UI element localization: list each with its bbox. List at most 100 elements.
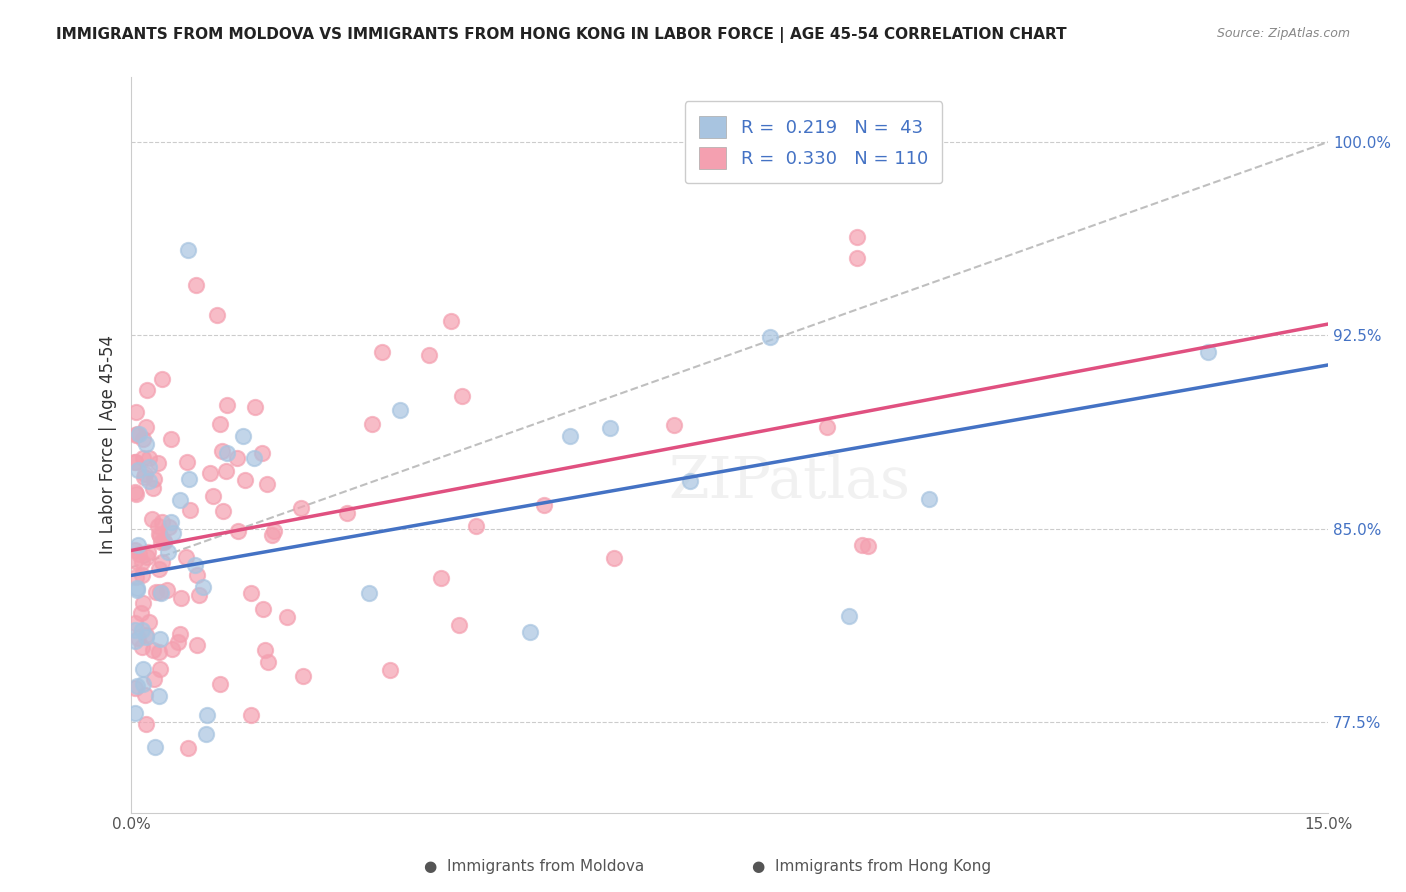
Point	[135, 717, 157, 731]
Point	[149, 585, 172, 599]
Point	[679, 474, 702, 488]
Point	[166, 635, 188, 649]
Text: ZIPatlas: ZIPatlas	[668, 454, 911, 509]
Point	[148, 689, 170, 703]
Point	[162, 526, 184, 541]
Point	[124, 454, 146, 468]
Point	[125, 570, 148, 584]
Point	[357, 586, 380, 600]
Point	[235, 473, 257, 487]
Point	[361, 417, 384, 432]
Point	[217, 446, 239, 460]
Point	[440, 314, 463, 328]
Point	[558, 429, 581, 443]
Point	[245, 400, 267, 414]
Point	[184, 558, 207, 572]
Point	[226, 450, 249, 465]
Point	[124, 633, 146, 648]
Point	[127, 538, 149, 552]
Point	[226, 524, 249, 538]
Point	[125, 427, 148, 442]
Point	[132, 676, 155, 690]
Point	[134, 688, 156, 702]
Point	[215, 463, 238, 477]
Point	[177, 243, 200, 257]
Point	[662, 417, 685, 432]
Point	[418, 347, 440, 361]
Point	[146, 456, 169, 470]
Point	[232, 428, 254, 442]
Point	[257, 655, 280, 669]
Point	[152, 535, 174, 549]
Point	[124, 485, 146, 500]
Point	[135, 437, 157, 451]
Point	[856, 539, 879, 553]
Text: ●  Immigrants from Hong Kong: ● Immigrants from Hong Kong	[752, 859, 991, 874]
Point	[177, 472, 200, 486]
Point	[134, 470, 156, 484]
Point	[1197, 345, 1219, 359]
Point	[142, 481, 165, 495]
Point	[135, 628, 157, 642]
Point	[599, 421, 621, 435]
Point	[758, 330, 780, 344]
Point	[389, 402, 412, 417]
Point	[211, 444, 233, 458]
Point	[195, 708, 218, 723]
Point	[149, 586, 172, 600]
Point	[276, 609, 298, 624]
Point	[131, 596, 153, 610]
Point	[149, 534, 172, 549]
Point	[136, 545, 159, 559]
Point	[253, 643, 276, 657]
Point	[202, 489, 225, 503]
Point	[252, 602, 274, 616]
Point	[138, 450, 160, 465]
Point	[838, 608, 860, 623]
Point	[188, 588, 211, 602]
Point	[125, 679, 148, 693]
Point	[846, 229, 869, 244]
Point	[156, 544, 179, 558]
Point	[256, 476, 278, 491]
Point	[186, 278, 208, 293]
Point	[209, 676, 232, 690]
Point	[198, 466, 221, 480]
Point	[250, 446, 273, 460]
Point	[149, 632, 172, 647]
Point	[186, 638, 208, 652]
Point	[148, 562, 170, 576]
Point	[205, 308, 228, 322]
Point	[519, 625, 541, 640]
Point	[148, 527, 170, 541]
Point	[148, 645, 170, 659]
Point	[135, 383, 157, 397]
Point	[135, 630, 157, 644]
Point	[851, 538, 873, 552]
Point	[464, 519, 486, 533]
Point	[142, 643, 165, 657]
Point	[129, 606, 152, 620]
Point	[186, 567, 208, 582]
Point	[160, 432, 183, 446]
Point	[174, 550, 197, 565]
Point	[170, 591, 193, 605]
Point	[290, 500, 312, 515]
Point	[128, 547, 150, 561]
Point	[128, 427, 150, 442]
Point	[152, 515, 174, 529]
Point	[124, 615, 146, 630]
Point	[138, 474, 160, 488]
Point	[179, 502, 201, 516]
Point	[124, 681, 146, 695]
Text: IMMIGRANTS FROM MOLDOVA VS IMMIGRANTS FROM HONG KONG IN LABOR FORCE | AGE 45-54 : IMMIGRANTS FROM MOLDOVA VS IMMIGRANTS FR…	[56, 27, 1067, 43]
Point	[169, 492, 191, 507]
Point	[263, 524, 285, 538]
Point	[134, 467, 156, 481]
Point	[160, 642, 183, 657]
Point	[191, 580, 214, 594]
Point	[153, 533, 176, 548]
Point	[125, 581, 148, 595]
Point	[149, 529, 172, 543]
Point	[125, 582, 148, 597]
